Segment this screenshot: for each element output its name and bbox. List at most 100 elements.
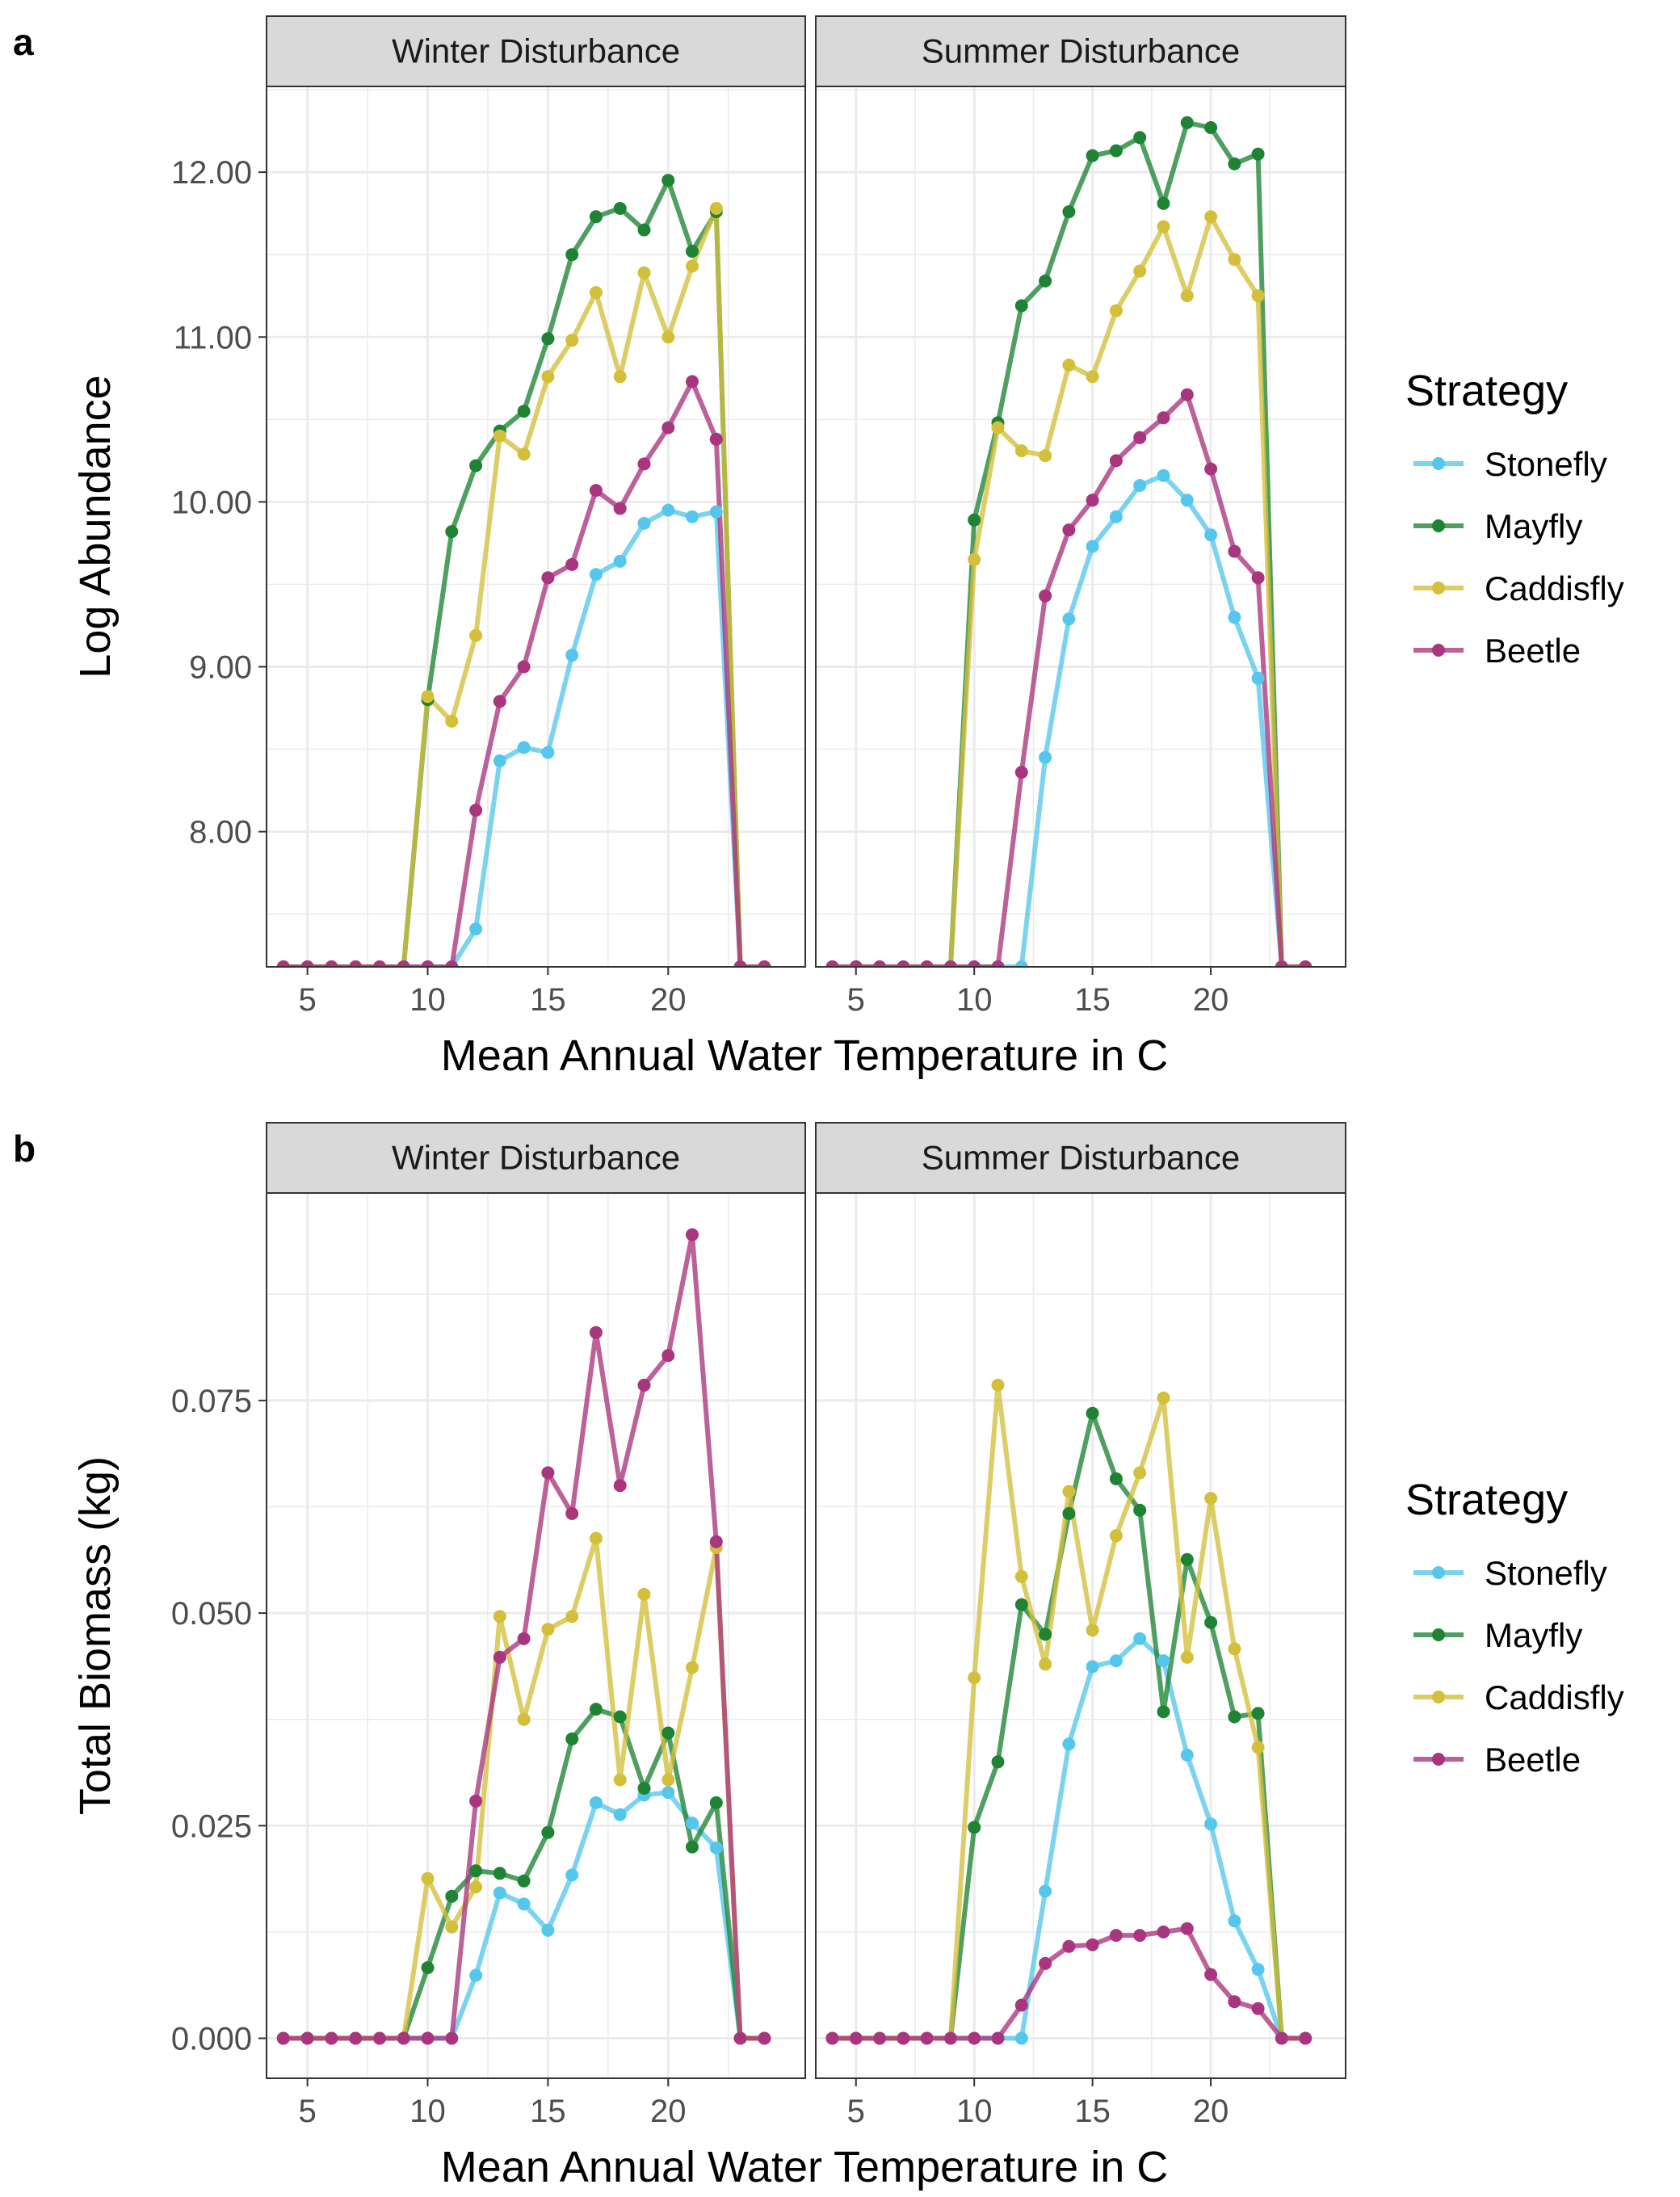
data-point-beetle xyxy=(1014,766,1028,779)
data-point-beetle xyxy=(373,960,386,967)
data-point-stonefly xyxy=(613,1808,627,1821)
data-point-caddisfly xyxy=(469,628,483,642)
data-point-beetle xyxy=(565,1506,579,1520)
y-tick-label: 12.00 xyxy=(171,155,252,191)
data-point-beetle xyxy=(849,2031,863,2045)
data-point-caddisfly xyxy=(1251,289,1265,303)
data-point-caddisfly xyxy=(1204,210,1218,224)
data-point-mayfly xyxy=(709,1796,723,1809)
x-tick-label: 10 xyxy=(956,982,993,1018)
data-point-stonefly xyxy=(709,1841,723,1855)
data-point-caddisfly xyxy=(1157,220,1170,233)
data-point-caddisfly xyxy=(1086,1624,1099,1637)
data-point-stonefly xyxy=(1039,1884,1052,1898)
data-point-stonefly xyxy=(1109,1654,1123,1668)
data-point-beetle xyxy=(445,960,459,967)
data-point-mayfly xyxy=(589,210,603,224)
data-point-beetle xyxy=(1014,1998,1028,2012)
data-point-mayfly xyxy=(1180,1552,1194,1566)
data-point-mayfly xyxy=(517,1874,531,1888)
data-point-beetle xyxy=(1157,1925,1170,1939)
data-point-stonefly xyxy=(1228,611,1241,624)
series-group xyxy=(276,174,771,967)
data-point-stonefly xyxy=(565,1868,579,1882)
data-point-caddisfly xyxy=(1062,1485,1076,1498)
data-point-mayfly xyxy=(1133,1503,1147,1517)
data-point-stonefly xyxy=(1251,1963,1265,1976)
facet-strip xyxy=(815,1122,1346,1194)
data-point-mayfly xyxy=(662,174,675,187)
facet-strip xyxy=(815,15,1346,87)
data-point-beetle xyxy=(469,804,483,817)
data-point-stonefly xyxy=(1180,1748,1194,1762)
data-point-stonefly xyxy=(1039,750,1052,764)
data-point-beetle xyxy=(1039,1956,1052,1970)
data-point-caddisfly xyxy=(1039,449,1052,463)
data-point-caddisfly xyxy=(445,1920,459,1934)
data-point-mayfly xyxy=(1039,274,1052,288)
data-point-beetle xyxy=(662,1349,675,1363)
data-point-beetle xyxy=(1275,2031,1288,2045)
data-point-caddisfly xyxy=(1109,1529,1123,1543)
facet-strip-label: Winter Disturbance xyxy=(392,1139,680,1177)
x-tick-label: 20 xyxy=(1193,982,1229,1018)
data-point-beetle xyxy=(1204,1968,1218,1981)
data-point-caddisfly xyxy=(541,1623,555,1636)
data-point-mayfly xyxy=(421,1961,435,1975)
data-point-beetle xyxy=(1109,454,1123,468)
data-point-mayfly xyxy=(565,248,579,262)
data-point-beetle xyxy=(1133,1929,1147,1943)
data-point-stonefly xyxy=(493,1886,506,1900)
x-tick-label: 5 xyxy=(298,982,316,1018)
data-point-caddisfly xyxy=(991,421,1005,435)
data-point-beetle xyxy=(541,571,555,585)
data-point-beetle xyxy=(349,960,363,967)
facet-strip-label: Summer Disturbance xyxy=(922,32,1240,70)
data-point-caddisfly xyxy=(662,330,675,344)
data-point-caddisfly xyxy=(565,334,579,347)
data-point-stonefly xyxy=(541,1923,555,1937)
data-point-mayfly xyxy=(589,1703,603,1716)
data-point-stonefly xyxy=(662,503,675,517)
data-point-mayfly xyxy=(1039,1628,1052,1641)
legend-label: Stonefly xyxy=(1485,445,1607,483)
data-point-mayfly xyxy=(1062,1506,1076,1520)
data-point-stonefly xyxy=(613,554,627,568)
data-point-stonefly xyxy=(589,568,603,582)
data-point-mayfly xyxy=(1109,144,1123,158)
data-point-beetle xyxy=(1086,494,1099,507)
y-tick-label: 0.025 xyxy=(171,1808,252,1844)
data-point-mayfly xyxy=(613,1710,627,1724)
legend-label: Mayfly xyxy=(1485,1616,1582,1654)
data-point-beetle xyxy=(968,2031,981,2045)
plot-background xyxy=(816,86,1346,967)
data-point-caddisfly xyxy=(1062,359,1076,372)
data-point-mayfly xyxy=(1086,149,1099,162)
data-point-mayfly xyxy=(1109,1472,1123,1485)
data-point-stonefly xyxy=(493,754,506,767)
data-point-beetle xyxy=(493,1650,506,1664)
legend-key-point-mayfly xyxy=(1432,519,1445,532)
data-point-stonefly xyxy=(1204,528,1218,542)
data-point-caddisfly xyxy=(662,1773,675,1787)
data-point-caddisfly xyxy=(517,1712,531,1726)
data-point-caddisfly xyxy=(565,1610,579,1624)
data-point-mayfly xyxy=(1251,147,1265,161)
data-point-caddisfly xyxy=(709,202,723,215)
data-point-stonefly xyxy=(1062,612,1076,626)
data-point-caddisfly xyxy=(1228,1642,1241,1656)
legend: Strategy Stonefly Mayfly Caddisfly Beetle xyxy=(1405,367,1624,670)
data-point-mayfly xyxy=(469,1864,483,1878)
data-point-beetle xyxy=(613,1479,627,1493)
data-point-beetle xyxy=(325,2031,338,2045)
data-point-stonefly xyxy=(1133,479,1147,492)
data-point-mayfly xyxy=(1204,1615,1218,1629)
legend-label: Mayfly xyxy=(1485,507,1582,545)
facet-winter-disturbance: Winter Disturbance 5 10 15 20 8.00 9.00 10.00 11… xyxy=(171,15,806,1018)
plot-background xyxy=(267,1193,805,2078)
data-point-caddisfly xyxy=(637,266,651,279)
legend-label: Caddisfly xyxy=(1485,1678,1624,1716)
data-point-beetle xyxy=(1086,1938,1099,1951)
data-point-stonefly xyxy=(1180,494,1194,507)
